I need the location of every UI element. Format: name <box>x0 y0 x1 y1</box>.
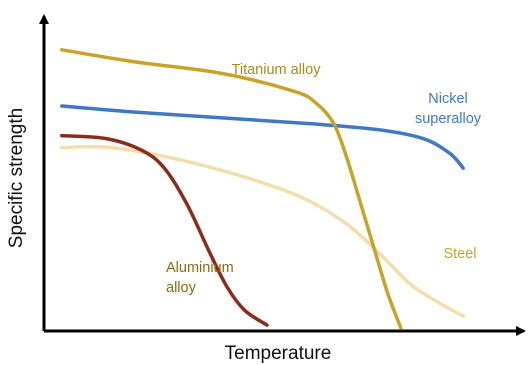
series-label-line: superalloy <box>415 111 482 127</box>
series-label-steel: Steel <box>443 246 476 262</box>
series-line-steel <box>60 144 465 318</box>
series-label-line: Nickel <box>428 91 467 107</box>
y-axis-title: Specific strength <box>6 108 27 248</box>
series-label-nickel-superalloy: Nickel superalloy <box>415 91 482 127</box>
series-label-aluminium-alloy: Aluminium alloy <box>166 260 234 296</box>
series-line-aluminium-alloy <box>60 133 269 327</box>
series-label-line: Steel <box>443 246 476 262</box>
series-line-nickel-superalloy <box>60 104 465 170</box>
series-labels: Steel Nickel superalloy Aluminium alloy Titan… <box>166 62 482 296</box>
series-label-titanium-alloy: Titanium alloy <box>232 62 322 78</box>
series-label-line: alloy <box>166 280 197 296</box>
x-axis-title: Temperature <box>225 343 332 364</box>
axes <box>39 14 526 336</box>
series-label-line: Titanium alloy <box>232 62 322 78</box>
series-label-line: Aluminium <box>166 260 234 276</box>
series-layer <box>60 48 465 330</box>
series-line-titanium-alloy <box>60 48 403 330</box>
